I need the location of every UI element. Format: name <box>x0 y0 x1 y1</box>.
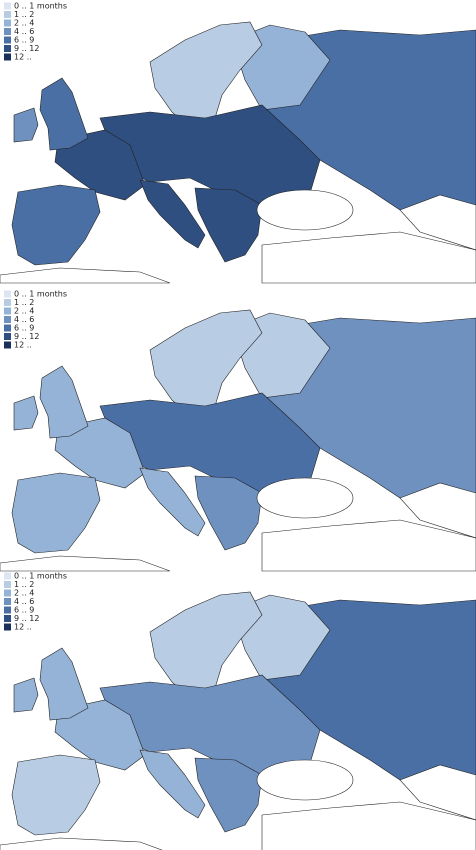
legend-swatch <box>4 299 11 306</box>
legend-label: 9 .. 12 <box>14 332 39 341</box>
black-sea <box>256 477 354 519</box>
legend-label: 1 .. 2 <box>14 298 34 307</box>
legend-label: 6 .. 9 <box>14 606 34 615</box>
black-sea <box>256 189 354 231</box>
land-balkans <box>194 475 263 551</box>
land-uk <box>39 647 89 721</box>
legend-swatch <box>4 45 11 52</box>
legend-swatch <box>4 333 11 340</box>
land-italy <box>139 749 206 819</box>
north-africa <box>0 555 171 572</box>
land-ireland <box>13 677 39 713</box>
legend-label: 6 .. 9 <box>14 324 34 333</box>
land-france <box>54 417 146 489</box>
land-ireland <box>13 395 39 431</box>
legend-label: 4 .. 6 <box>14 27 34 36</box>
legend-swatch <box>4 307 11 315</box>
legend-swatch <box>4 606 11 614</box>
land-scandinavia <box>149 591 263 701</box>
legend-label: 12 .. <box>14 341 32 350</box>
land-scandinavia <box>149 309 263 419</box>
legend-label: 6 .. 9 <box>14 36 34 45</box>
legend-swatch <box>4 341 11 349</box>
legend-label: 4 .. 6 <box>14 315 34 324</box>
black-sea <box>256 759 354 801</box>
legend-swatch <box>4 589 11 597</box>
legend-swatch <box>4 615 11 622</box>
legend-swatch <box>4 581 11 588</box>
land-iberia <box>11 184 101 266</box>
legend-swatch <box>4 36 11 44</box>
turkey <box>261 231 476 284</box>
turkey <box>261 519 476 572</box>
land-iberia <box>11 472 101 554</box>
legend-label: 9 .. 12 <box>14 44 39 53</box>
legend-swatch <box>4 598 11 605</box>
legend-swatch <box>4 28 11 35</box>
legend-swatch <box>4 290 11 298</box>
land-iberia <box>11 754 101 836</box>
caucasus <box>399 482 476 539</box>
land-uk <box>39 77 89 151</box>
land-italy <box>139 467 206 537</box>
legend-label: 2 .. 4 <box>14 589 34 598</box>
legend-swatch <box>4 324 11 332</box>
legend-swatch <box>4 623 11 631</box>
legend-swatch <box>4 2 11 10</box>
legend-label: 2 .. 4 <box>14 19 34 28</box>
land-balkans <box>194 757 263 833</box>
legend-label: 0 .. 1 months <box>14 290 67 299</box>
legend-label: 0 .. 1 months <box>14 572 67 581</box>
legend-label: 12 .. <box>14 53 32 62</box>
land-ireland <box>13 107 39 143</box>
legend-label: 12 .. <box>14 623 32 632</box>
legend-swatch <box>4 316 11 323</box>
legend-label: 2 .. 4 <box>14 307 34 316</box>
legend-label: 1 .. 2 <box>14 10 34 19</box>
land-uk <box>39 365 89 439</box>
legend-label: 1 .. 2 <box>14 580 34 589</box>
legend-swatch <box>4 53 11 61</box>
legend-label: 9 .. 12 <box>14 614 39 623</box>
land-balkans <box>194 187 263 263</box>
land-france <box>54 129 146 201</box>
north-africa <box>0 837 163 850</box>
legend-swatch <box>4 572 11 580</box>
legend-swatch <box>4 11 11 18</box>
legend-label: 4 .. 6 <box>14 597 34 606</box>
land-scandinavia <box>149 21 263 131</box>
caucasus <box>399 194 476 251</box>
legend-swatch <box>4 19 11 27</box>
north-africa <box>0 267 171 284</box>
caucasus <box>399 764 476 821</box>
land-france <box>54 699 146 771</box>
turkey <box>261 801 476 850</box>
legend-label: 0 .. 1 months <box>14 2 67 11</box>
land-italy <box>139 179 206 249</box>
